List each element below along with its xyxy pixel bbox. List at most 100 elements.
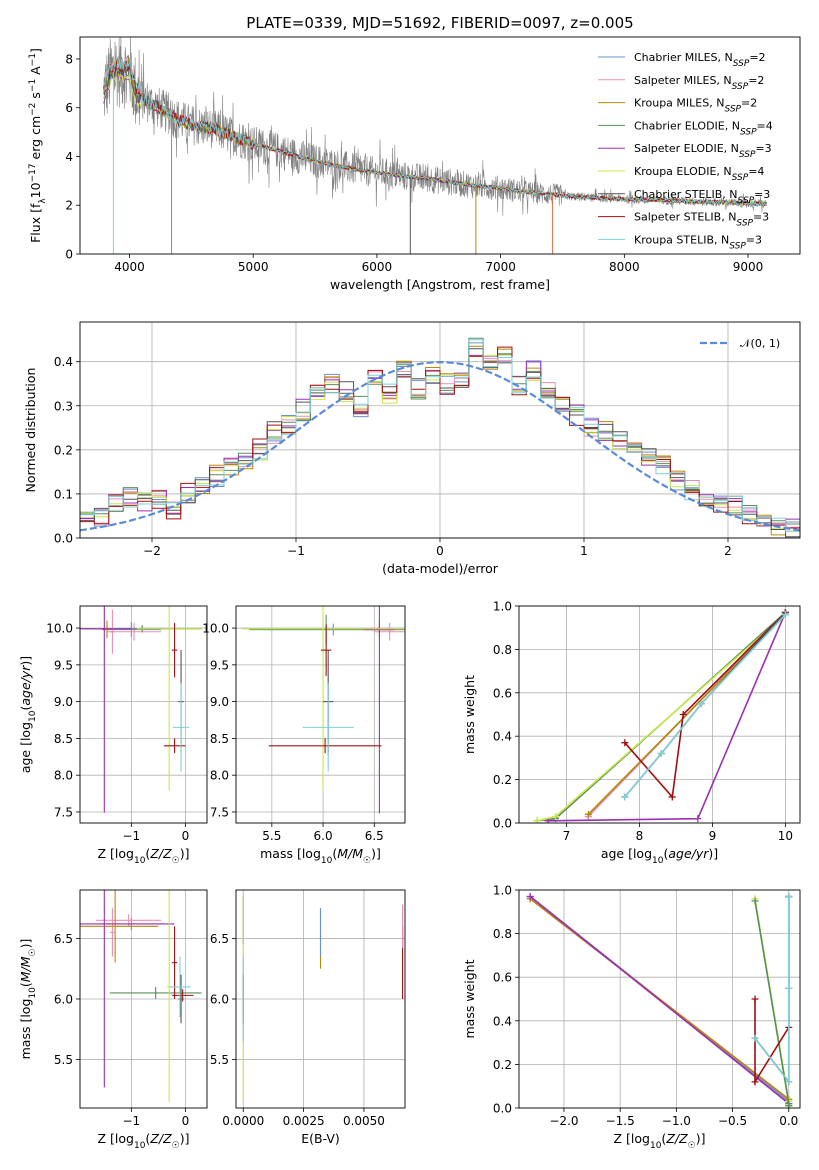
label-part: A: [28, 66, 43, 79]
normal-reference-line: [80, 360, 800, 532]
label-part: Chabrier MILES, N: [634, 51, 733, 64]
weight-vs-Z-y-label: mass weight: [462, 959, 477, 1038]
histogram-step-salpeter-stelib: [80, 346, 800, 529]
label-part: Kroupa ELODIE, N: [634, 165, 732, 178]
mass-vs-Z-x-label: Z [log10(Z/Z☉)]: [98, 1131, 190, 1151]
spectrum-plot-area: [103, 37, 767, 254]
spectrum-x-tick-label: 6000: [362, 260, 393, 274]
label-part: 10: [28, 182, 43, 198]
weight-vs-age-x-label: age [log10(age/yr)]: [601, 846, 718, 866]
age-vs-Z-x-tick-label: −1: [122, 829, 140, 843]
mass-vs-ebv-x-tick-label: 0.0025: [283, 1114, 325, 1128]
weight-vs-Z-x-label: Z [log10(Z/Z☉)]: [614, 1131, 706, 1151]
label-part: ☉: [28, 948, 38, 956]
age-vs-mass-y-tick-label: 10.0: [202, 622, 229, 636]
label-part: M/M: [18, 956, 33, 982]
weight-vs-Z-y-tick-label: 0.4: [493, 1014, 512, 1028]
weight-vs-Z-x-tick-label: −2.0: [549, 1114, 578, 1128]
label-part: SSP: [739, 150, 756, 160]
spectrum-panel: 4000 5000 6000 7000 8000 9000 0 2 4 6 8 PLATE=0339,…: [28, 14, 801, 292]
spectrum-x-label: wavelength [Angstrom, rest frame]: [330, 277, 550, 292]
label-part: SSP: [733, 59, 750, 69]
label-part: Flux [f: [28, 203, 43, 243]
label-part: ☉: [172, 1141, 180, 1151]
residuals-y-tick-label: 0.4: [54, 355, 73, 369]
weight-vs-age-panel: 7 8 9 10 0.0 0.2 0.4 0.6 0.8 1.0 mass weight age [l…: [462, 600, 801, 866]
weight-line-kroupa-stelib: [754, 896, 790, 1085]
label-part: =3: [753, 211, 769, 224]
label-part: M/M: [337, 846, 363, 861]
weight-vs-age-y-tick-label: 0.6: [493, 686, 512, 700]
residuals-y-label: Normed distribution: [23, 368, 38, 493]
label-part: =2: [749, 51, 765, 64]
histogram-step-kroupa-stelib: [80, 339, 800, 532]
weight-vs-age-x-tick-label: 8: [636, 829, 644, 843]
spectrum-title: PLATE=0339, MJD=51692, FIBERID=0097, z=0…: [246, 14, 633, 32]
mass-vs-ebv-y-tick-label: 6.0: [210, 993, 229, 1007]
label-part: age/yr: [668, 846, 709, 861]
label-part: )]: [18, 656, 33, 666]
label-part: (: [663, 846, 668, 861]
legend-entry: 𝒩(0, 1): [740, 337, 780, 350]
label-part: )]: [180, 846, 190, 861]
label-part: Kroupa MILES, N: [634, 97, 724, 110]
label-part: (: [18, 706, 33, 711]
spectrum-y-label: Flux [fλ10−17 erg cm−2 s−1 A−1]: [28, 48, 48, 243]
weight-vs-Z-y-tick-label: 0.2: [493, 1058, 512, 1072]
label-part: age [log: [18, 722, 33, 773]
weight-marker: [526, 893, 534, 901]
weight-vs-age-x-tick-label: 10: [778, 829, 793, 843]
age-vs-mass-panel: 5.5 6.0 6.5 7.5 8.0 8.5 9.0 9.5 10.0 mass [log10(…: [202, 605, 406, 866]
weight-marker: [621, 739, 629, 747]
label-part: Z/Z: [149, 1131, 172, 1146]
legend-entry: Chabrier STELIB, NSSP=3: [634, 188, 770, 206]
age-vs-mass-plot-area: [241, 606, 405, 814]
label-part: λ: [38, 198, 48, 204]
age-vs-mass-x-tick-label: 6.0: [314, 829, 333, 843]
residuals-y-tick-label: 0.2: [54, 443, 73, 457]
age-vs-mass-y-tick-label: 9.0: [210, 695, 229, 709]
weight-marker: [751, 1034, 759, 1042]
weight-marker: [785, 1078, 793, 1086]
label-part: 10: [321, 856, 333, 866]
label-part: ☉: [688, 1141, 696, 1151]
weight-marker: [694, 815, 702, 823]
label-part: )]: [696, 1131, 706, 1146]
residuals-plot-area: [80, 337, 800, 538]
weight-vs-Z-axes-frame: [518, 889, 801, 1109]
weight-vs-Z-panel: −2.0 −1.5 −1.0 −0.5 0.0 0.0 0.2 0.4 0.6 0.8 1.0 mas…: [462, 884, 801, 1151]
spectrum-x-tick-label: 9000: [733, 260, 764, 274]
label-part: 10: [28, 710, 38, 722]
age-vs-mass-x-tick-label: 6.5: [365, 829, 384, 843]
age-vs-Z-y-label: age [log10(age/yr)]: [18, 656, 38, 773]
age-vs-mass-axes-frame: [235, 605, 406, 824]
label-part: =4: [748, 165, 764, 178]
spectrum-x-tick-label: 8000: [609, 260, 640, 274]
label-part: (: [332, 846, 337, 861]
weight-vs-age-axes-frame: [518, 605, 801, 824]
mass-vs-ebv-x-tick-label: 0.0050: [343, 1114, 385, 1128]
label-part: =4: [757, 119, 773, 132]
weight-marker: [679, 711, 687, 718]
weight-line-kroupa-stelib: [624, 614, 786, 798]
mass-vs-Z-y-label: mass [log10(M/M☉)]: [18, 939, 38, 1060]
mass-vs-ebv-plot-area: [242, 896, 404, 1102]
age-vs-mass-y-tick-label: 8.0: [210, 769, 229, 783]
label-part: age/yr: [18, 665, 33, 706]
residuals-y-tick-label: 0.1: [54, 487, 73, 501]
residuals-x-tick-label: 2: [724, 544, 732, 558]
weight-vs-age-y-tick-label: 0.8: [493, 643, 512, 657]
mass-vs-ebv-x-label: E(B-V): [301, 1131, 340, 1146]
weight-vs-Z-x-tick-label: −1.0: [662, 1114, 691, 1128]
age-vs-Z-y-tick-label: 8.0: [54, 769, 73, 783]
age-vs-Z-panel: −1 07.58.08.59.09.510.0Z [log10(Z/Z☉)]age…: [18, 605, 208, 866]
residuals-x-tick-label: −1: [287, 544, 305, 558]
age-vs-Z-plot-area: [80, 606, 202, 813]
label-part: =3: [746, 233, 762, 246]
label-part: (: [145, 846, 150, 861]
label-part: )]: [371, 846, 381, 861]
label-part: =3: [755, 142, 771, 155]
label-part: 10: [652, 856, 664, 866]
legend-entry: Kroupa MILES, NSSP=2: [634, 97, 757, 115]
